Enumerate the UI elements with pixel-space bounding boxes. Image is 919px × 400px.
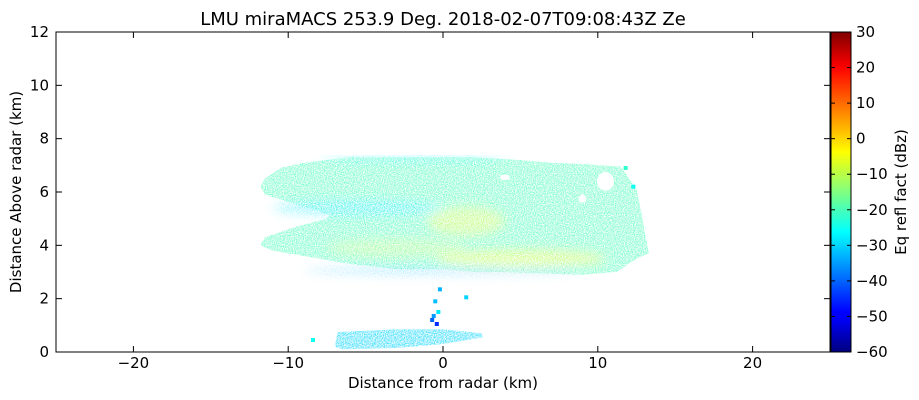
echo-speckle-7 [310, 338, 315, 342]
colorbar-tick-label: 20 [856, 59, 875, 77]
colorbar-label: Eq refl fact (dBz) [892, 129, 910, 255]
echo-speckle-9 [623, 166, 628, 170]
y-axis: 0 2 4 6 8 10 12 [30, 23, 830, 361]
chart-title: LMU miraMACS 253.9 Deg. 2018-02-07T09:08… [200, 9, 686, 30]
colorbar-tick-label: −60 [856, 343, 888, 361]
echo-gap-2 [578, 194, 587, 203]
echo-speckle-2 [436, 310, 441, 314]
echo-speckle-4 [434, 322, 439, 326]
colorbar-tick-label: 30 [856, 23, 875, 41]
echo-gap-1 [597, 172, 615, 191]
echo-speckle-6 [464, 295, 469, 300]
colorbar-tick-label: −30 [856, 236, 888, 254]
echo-speckle-10 [631, 184, 636, 189]
y-tick-label: 10 [30, 76, 49, 94]
echo-core-1 [427, 206, 505, 236]
echo-layer [260, 155, 649, 350]
colorbar [830, 31, 852, 353]
echo-region-2 [334, 329, 484, 350]
echo-core-3 [326, 238, 467, 258]
echo-speckle-5 [431, 314, 436, 318]
echo-weak-edge-2 [319, 155, 505, 162]
colorbar-ticks: 30 20 10 0 −10 −20 −30 −40 −50 −60 [831, 23, 888, 361]
colorbar-tick-label: −50 [856, 307, 888, 325]
colorbar-tick-label: 0 [856, 130, 866, 148]
echo-weak-edge-1 [272, 200, 443, 216]
speckle-layer [310, 166, 636, 342]
x-tick-label: 0 [438, 354, 448, 372]
echo-weak-edge-3 [303, 267, 583, 274]
y-tick-label: 8 [39, 130, 49, 148]
echo-gap-3 [500, 174, 510, 180]
x-tick-label: −10 [272, 354, 304, 372]
x-axis-label: Distance from radar (km) [348, 374, 538, 392]
colorbar-tick-label: −20 [856, 201, 888, 219]
x-axis: −20 −10 0 10 20 [118, 32, 762, 372]
x-tick-label: 10 [588, 354, 607, 372]
echo-core-2 [435, 249, 606, 268]
y-tick-label: 6 [39, 183, 49, 201]
echo-cores [272, 155, 606, 274]
colorbar-tick-label: −40 [856, 272, 888, 290]
radar-data [260, 155, 649, 350]
colorbar-tick-label: −10 [856, 165, 888, 183]
y-tick-label: 2 [39, 290, 49, 308]
colorbar-tick-label: 10 [856, 94, 875, 112]
y-axis-label: Distance Above radar (km) [7, 91, 25, 293]
x-tick-label: −20 [118, 354, 150, 372]
y-tick-label: 0 [39, 343, 49, 361]
echo-speckle-1 [433, 299, 438, 304]
x-tick-label: 20 [743, 354, 762, 372]
y-tick-label: 4 [39, 236, 49, 254]
y-tick-label: 12 [30, 23, 49, 41]
echo-speckle-8 [437, 287, 442, 292]
echo-speckle-3 [430, 318, 435, 322]
